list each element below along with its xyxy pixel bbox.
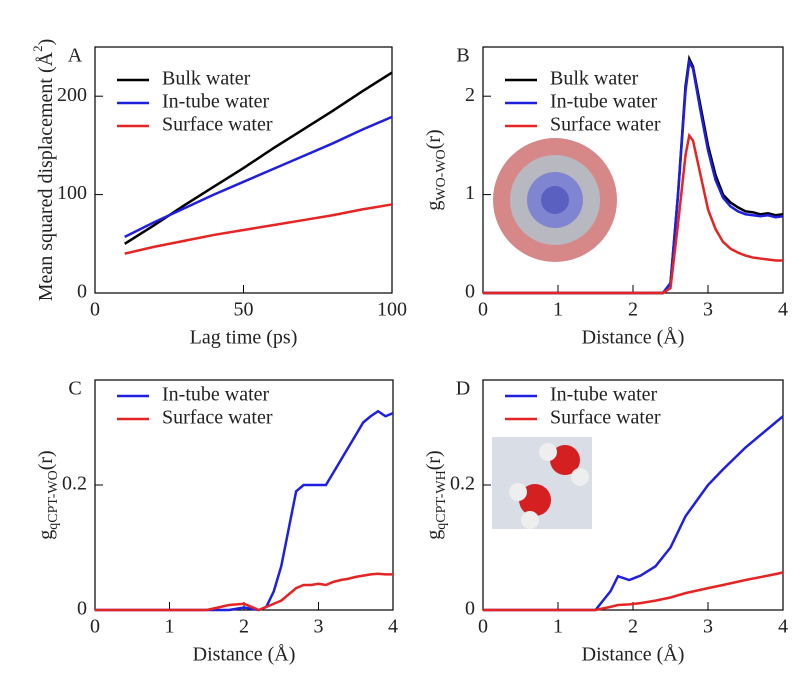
- legend-label: Surface water: [550, 407, 661, 429]
- x-axis-label: Distance (Å): [582, 644, 685, 666]
- x-tick-label: 3: [314, 616, 324, 638]
- x-tick-label: 0: [478, 299, 488, 321]
- x-tick-label: 1: [553, 299, 563, 321]
- y-label-tail: (r): [423, 129, 445, 149]
- legend-label: In-tube water: [550, 91, 658, 113]
- panel-label: D: [456, 378, 470, 400]
- y-label-sub: qCPT-WO: [46, 470, 61, 529]
- y-label-tail: ): [35, 39, 57, 46]
- legend-label: In-tube water: [162, 384, 270, 406]
- series-line: [124, 203, 393, 255]
- y-tick-label: 2: [465, 84, 475, 106]
- y-label-main: g: [35, 530, 57, 540]
- legend-label: In-tube water: [162, 91, 270, 113]
- y-tick-label: 0: [77, 598, 87, 620]
- legend-label: Surface water: [162, 407, 273, 429]
- y-label-main: Mean squared displacement (Å: [35, 51, 57, 301]
- x-axis-label: Lag time (ps): [190, 327, 298, 349]
- series-line: [483, 132, 783, 295]
- y-label-tail: (r): [35, 450, 57, 470]
- y-axis-label: gqCPT-WO(r): [35, 450, 62, 539]
- x-tick-label: 4: [388, 616, 398, 638]
- x-tick-label: 1: [553, 616, 563, 638]
- legend-label: Bulk water: [162, 68, 251, 90]
- x-tick-label: 4: [778, 299, 788, 321]
- series-line: [124, 115, 393, 239]
- x-tick-label: 4: [778, 616, 788, 638]
- y-label-tail: (r): [423, 450, 445, 470]
- panel-label: B: [456, 45, 469, 67]
- y-axis-label: gqCPT-WH(r): [423, 450, 450, 539]
- y-tick-label: 0.2: [62, 473, 87, 495]
- x-tick-label: 1: [165, 616, 175, 638]
- x-tick-label: 50: [234, 299, 254, 321]
- y-tick-label: 1: [465, 182, 475, 204]
- x-tick-label: 2: [628, 299, 638, 321]
- series-line: [95, 572, 393, 612]
- legend-label: Surface water: [162, 114, 273, 136]
- x-tick-label: 0: [90, 299, 100, 321]
- x-tick-label: 2: [628, 616, 638, 638]
- panel-label: C: [68, 378, 81, 400]
- x-tick-label: 3: [703, 616, 713, 638]
- y-tick-label: 0.2: [450, 473, 475, 495]
- y-label-sup: 2: [30, 45, 45, 52]
- y-tick-label: 0: [465, 281, 475, 303]
- y-tick-label: 0: [465, 598, 475, 620]
- legend-label: In-tube water: [550, 384, 658, 406]
- y-tick-label: 200: [57, 84, 87, 106]
- x-tick-label: 0: [478, 616, 488, 638]
- legend-label: Bulk water: [550, 68, 639, 90]
- inset-nanotube: [493, 138, 617, 262]
- x-tick-label: 3: [703, 299, 713, 321]
- x-tick-label: 2: [239, 616, 249, 638]
- x-tick-label: 100: [377, 299, 407, 321]
- x-axis-label: Distance (Å): [582, 327, 685, 349]
- legend-label: Surface water: [550, 114, 661, 136]
- series-line: [483, 571, 784, 612]
- inset-molecules: [492, 437, 592, 529]
- series-line: [95, 409, 394, 612]
- x-tick-label: 0: [90, 616, 100, 638]
- y-label-main: g: [423, 530, 445, 540]
- y-label-sub: qCPT-WH: [434, 470, 449, 529]
- panel-label: A: [68, 45, 83, 67]
- y-tick-label: 0: [77, 281, 87, 303]
- x-axis-label: Distance (Å): [193, 644, 296, 666]
- y-axis-label: Mean squared displacement (Å2): [30, 39, 57, 302]
- y-label-main: g: [423, 201, 445, 211]
- y-axis-label: gWO-WO(r): [423, 129, 450, 210]
- y-tick-label: 100: [57, 182, 87, 204]
- y-label-sub: WO-WO: [434, 149, 449, 200]
